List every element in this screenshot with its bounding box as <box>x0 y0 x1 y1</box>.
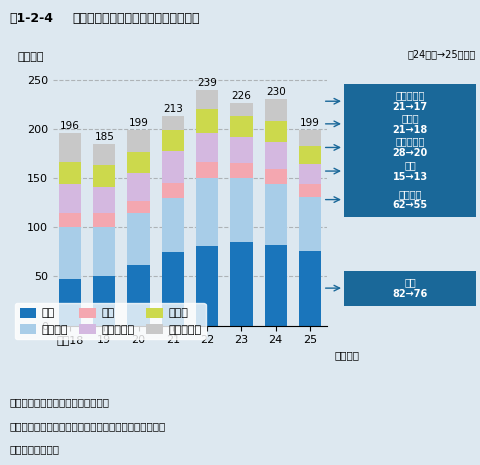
Bar <box>230 242 252 326</box>
Bar <box>127 173 149 200</box>
Text: 図1-2-4: 図1-2-4 <box>10 12 53 25</box>
Text: 196: 196 <box>60 121 80 131</box>
Bar <box>195 109 218 133</box>
Bar <box>298 197 321 251</box>
Text: サル
15→13: サル 15→13 <box>392 160 427 182</box>
Bar <box>59 184 81 213</box>
Text: 野生鳥獣による農作物被害金額の推移: 野生鳥獣による農作物被害金額の推移 <box>72 12 199 25</box>
Text: カラス
21→18: カラス 21→18 <box>392 113 427 135</box>
Bar <box>161 198 184 252</box>
Bar <box>264 184 286 245</box>
Legend: シカ, イノシシ, サル, その他獣類, カラス, その他鳥類: シカ, イノシシ, サル, その他獣類, カラス, その他鳥類 <box>15 303 205 339</box>
Text: 199: 199 <box>300 118 319 128</box>
Bar <box>59 162 81 184</box>
Bar <box>264 121 286 141</box>
Bar <box>161 183 184 198</box>
Text: 226: 226 <box>231 91 251 101</box>
Text: （年度）: （年度） <box>333 351 358 360</box>
Bar <box>59 279 81 325</box>
Text: （24年度→25年度）: （24年度→25年度） <box>407 49 475 59</box>
Bar <box>93 213 115 227</box>
Text: 230: 230 <box>265 87 285 97</box>
Bar <box>195 90 218 109</box>
Bar <box>161 130 184 152</box>
Bar <box>195 133 218 162</box>
Bar <box>298 251 321 326</box>
Bar <box>195 178 218 246</box>
Bar <box>127 200 149 213</box>
Text: 注１：都道府県からの報告による。: 注１：都道府県からの報告による。 <box>10 398 109 408</box>
Text: 239: 239 <box>197 79 216 88</box>
Bar <box>161 252 184 326</box>
Bar <box>59 227 81 279</box>
Text: その他獣類
28→20: その他獣類 28→20 <box>392 137 427 158</box>
Bar <box>298 164 321 184</box>
Bar <box>195 162 218 178</box>
Bar <box>230 163 252 178</box>
Bar <box>127 213 149 265</box>
Bar <box>298 130 321 146</box>
Text: ２：ラウンドの関係で合計が一致しない場合がある。: ２：ラウンドの関係で合計が一致しない場合がある。 <box>10 421 166 431</box>
Bar <box>93 165 115 187</box>
Bar <box>264 245 286 326</box>
Bar <box>127 153 149 173</box>
Text: その他鳥類
21→17: その他鳥類 21→17 <box>392 90 427 112</box>
Bar <box>230 137 252 163</box>
Text: シカ
82→76: シカ 82→76 <box>392 277 427 299</box>
Bar <box>59 133 81 162</box>
Bar <box>264 141 286 169</box>
Bar <box>264 99 286 121</box>
Bar <box>298 184 321 197</box>
Text: （億円）: （億円） <box>17 52 44 62</box>
Bar <box>161 152 184 183</box>
Bar <box>230 116 252 137</box>
Bar <box>93 187 115 213</box>
Bar <box>127 130 149 153</box>
Bar <box>93 144 115 165</box>
Bar <box>298 146 321 164</box>
Bar <box>93 276 115 326</box>
Bar <box>127 265 149 326</box>
Bar <box>230 103 252 116</box>
Text: 185: 185 <box>94 132 114 141</box>
Text: イノシシ
62→55: イノシシ 62→55 <box>392 189 427 210</box>
Bar <box>161 116 184 130</box>
Bar <box>93 227 115 276</box>
Text: 資料：農林水産省: 資料：農林水産省 <box>10 444 60 454</box>
Bar <box>59 213 81 227</box>
Text: 199: 199 <box>128 118 148 128</box>
Bar <box>195 246 218 326</box>
Bar <box>264 169 286 184</box>
Bar <box>230 178 252 242</box>
Text: 213: 213 <box>163 104 182 114</box>
